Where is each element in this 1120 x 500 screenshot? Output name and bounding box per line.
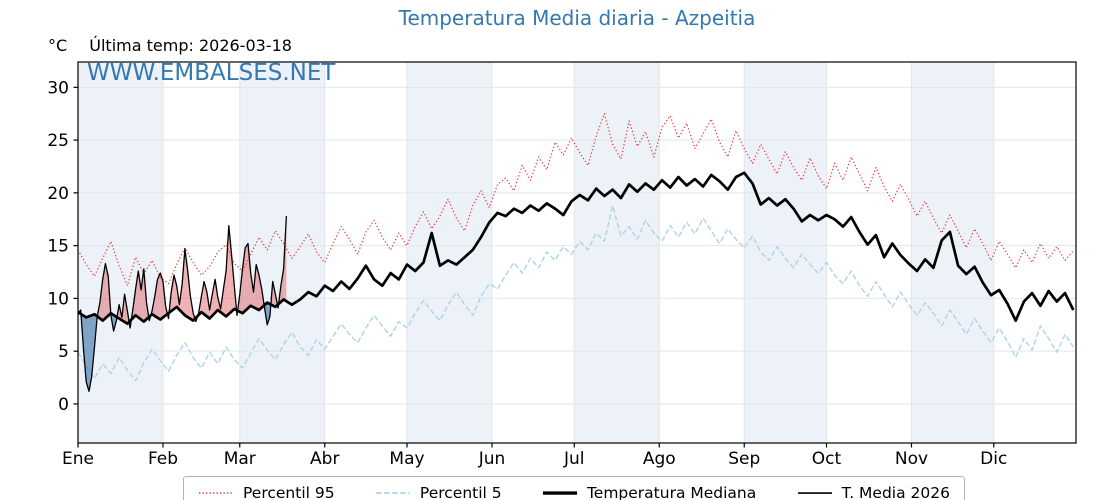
fill-above-median	[197, 225, 237, 319]
legend-line-sample-t-media-2026	[797, 492, 832, 494]
series-temperatura-mediana-line	[77, 171, 1075, 326]
month-band-mar	[239, 62, 325, 443]
legend-item-percentil-95: Percentil 95	[198, 484, 335, 500]
y-axis-tick-label-10: 10	[47, 289, 69, 309]
legend-label-percentil-95: Percentil 95	[243, 484, 335, 500]
x-axis-tick-label-ene: Ene	[62, 449, 94, 469]
x-axis-tick-label-oct: Oct	[812, 449, 842, 469]
y-axis-unit-label: °C	[48, 36, 68, 55]
x-axis-tick-label-abr: Abr	[310, 449, 339, 469]
plot-border	[77, 61, 1077, 444]
legend-line-sample-percentil-5	[375, 492, 410, 494]
y-axis-tick-label-25: 25	[47, 131, 69, 151]
x-axis-tick-label-may: May	[389, 449, 424, 469]
x-axis-tick-label-sep: Sep	[728, 449, 760, 469]
fill-above-median	[278, 216, 287, 304]
legend: Percentil 95 Percentil 5 Temperatura Media…	[183, 476, 965, 500]
y-axis-tick-label-0: 0	[58, 395, 69, 415]
legend-item-t-media-2026: T. Media 2026	[797, 484, 950, 500]
watermark: WWW.EMBALSES.NET	[87, 60, 336, 86]
month-band-jul	[574, 62, 660, 443]
legend-item-percentil-5: Percentil 5	[375, 484, 502, 500]
x-axis-tick-label-ago: Ago	[643, 449, 676, 469]
fill-below-median	[81, 314, 98, 392]
series-t-media-2026-line	[77, 216, 288, 392]
series-percentil-5-line	[77, 204, 1074, 382]
x-axis-tick-label-jun: Jun	[478, 449, 506, 469]
month-band-ene	[78, 62, 163, 443]
fill-above-median	[97, 263, 111, 321]
last-temp-label: Última temp: 2026-03-18	[89, 36, 292, 55]
month-band-sep	[744, 62, 827, 443]
legend-line-sample-percentil-95	[199, 492, 233, 494]
legend-item-temperatura-mediana: Temperatura Mediana	[542, 484, 756, 500]
legend-label-percentil-5: Percentil 5	[419, 484, 502, 500]
month-band-may	[407, 62, 493, 443]
x-axis-tick-label-nov: Nov	[895, 449, 928, 469]
y-axis-tick-label-5: 5	[58, 342, 69, 362]
y-axis-tick-label-20: 20	[47, 184, 69, 204]
x-axis-tick-label-dic: Dic	[980, 449, 1007, 469]
x-axis-tick-label-mar: Mar	[224, 449, 256, 469]
chart-header: °C Última temp: 2026-03-18	[48, 36, 292, 55]
month-band-nov	[911, 62, 994, 443]
y-axis-tick-label-30: 30	[47, 78, 69, 98]
legend-line-sample-temperatura-mediana	[542, 491, 577, 495]
fill-below-median	[264, 302, 271, 325]
y-axis-tick-label-15: 15	[47, 237, 69, 257]
x-axis-tick-label-feb: Feb	[148, 449, 178, 469]
legend-label-t-media-2026: T. Media 2026	[841, 484, 950, 500]
chart-title: Temperatura Media diaria - Azpeitia	[398, 6, 756, 30]
x-axis-tick-label-jul: Jul	[563, 449, 585, 469]
fill-above-median	[169, 248, 195, 321]
legend-label-temperatura-mediana: Temperatura Mediana	[586, 484, 757, 500]
